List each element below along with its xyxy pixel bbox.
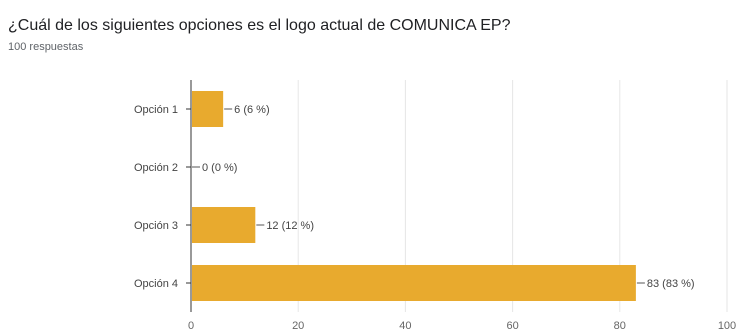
- x-tick-label: 80: [614, 320, 626, 332]
- category-label: Opción 1: [134, 104, 178, 116]
- category-label: Opción 2: [134, 162, 178, 174]
- bar: [192, 207, 256, 243]
- data-label: 6 (6 %): [234, 104, 269, 116]
- bar: [192, 91, 224, 127]
- bar: [192, 265, 636, 301]
- data-label: 12 (12 %): [266, 220, 314, 232]
- category-label: Opción 3: [134, 220, 178, 232]
- data-label: 83 (83 %): [647, 278, 695, 290]
- labels: 0 20 40 60 80 100 Opción 1 6 (6 %) Opción 2 0 (0 …: [134, 104, 736, 332]
- x-tick-label: 60: [506, 320, 518, 332]
- x-tick-label: 20: [292, 320, 304, 332]
- category-label: Opción 4: [134, 278, 178, 290]
- bars: [192, 91, 636, 301]
- data-label: 0 (0 %): [202, 162, 237, 174]
- x-tick-label: 40: [399, 320, 411, 332]
- chart-title: ¿Cuál de los siguientes opciones es el l…: [8, 17, 511, 34]
- x-tick-label: 0: [188, 320, 194, 332]
- x-tick-label: 100: [718, 320, 736, 332]
- response-count: 100 respuestas: [8, 41, 84, 53]
